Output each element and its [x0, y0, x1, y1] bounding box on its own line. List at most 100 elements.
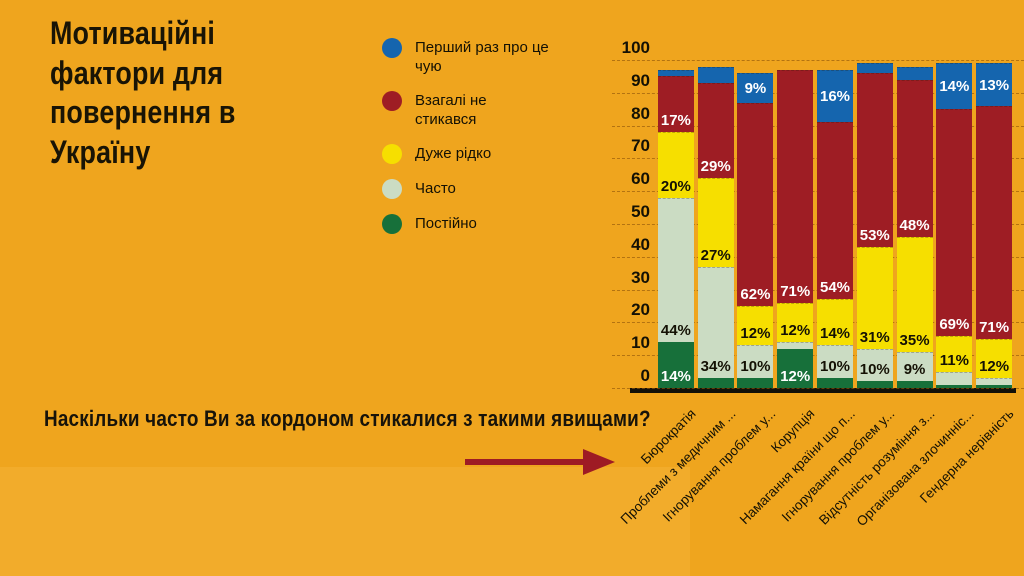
bar-segment — [976, 384, 1013, 388]
segment-value-label: 12% — [780, 322, 811, 340]
segment-value-label: 14% — [660, 367, 691, 385]
legend-label: Часто — [415, 180, 456, 197]
bar-segment — [936, 371, 973, 385]
bar-segment: 10% — [856, 348, 893, 382]
bar-segment: 13% — [976, 63, 1013, 106]
bar-6: 10% 31% 53% — [856, 63, 893, 388]
legend-label: Перший раз про це чую — [415, 39, 549, 75]
bar-segment: 12% — [737, 306, 774, 346]
page-title: Мотиваційні фактори для повернення в Укр… — [50, 15, 236, 171]
bar-segment — [856, 63, 893, 74]
bar-segment: 10% — [817, 345, 853, 379]
bar-segment — [697, 378, 734, 388]
legend-item: Перший раз про це чую — [382, 38, 550, 76]
legend-item: Постійно — [382, 214, 550, 234]
bar-segment: 10% — [737, 345, 774, 379]
segment-value-label: 62% — [740, 286, 771, 303]
segment-value-label: 69% — [939, 315, 970, 333]
segment-value-label: 9% — [903, 361, 926, 379]
right-arrow-icon — [465, 449, 615, 475]
bar-segment — [976, 378, 1013, 385]
segment-value-label: 14% — [819, 325, 851, 343]
bar-segment — [657, 69, 694, 77]
bar-segment — [737, 378, 774, 388]
segment-value-label: 53% — [859, 226, 890, 244]
bar-segment: 12% — [976, 338, 1013, 379]
y-tick-label: 100 — [621, 38, 650, 57]
bar-3: 10% 12% 62% 9% — [737, 73, 774, 388]
y-tick-label: 70 — [631, 136, 650, 156]
segment-value-label: 44% — [660, 322, 691, 340]
bar-segment: 29% — [697, 82, 734, 179]
bar-7: 9% 35% 48% — [896, 66, 933, 388]
footer-band — [0, 467, 690, 576]
y-tick-label: 10 — [631, 333, 650, 353]
segment-value-label: 34% — [700, 358, 731, 376]
segment-value-label: 10% — [819, 358, 851, 376]
bar-segment: 53% — [856, 73, 893, 247]
segment-value-label: 20% — [660, 177, 691, 195]
segment-value-label: 9% — [744, 79, 767, 97]
bar-segment: 71% — [777, 69, 814, 303]
bar-segment: 20% — [657, 132, 694, 198]
bar-segment — [856, 381, 893, 388]
bar-segment: 11% — [936, 335, 973, 372]
bar-2: 34% 27% 29% — [697, 66, 734, 388]
y-tick-label: 30 — [631, 267, 650, 287]
gridline — [612, 60, 1024, 61]
bar-segment: 12% — [777, 348, 814, 388]
gridline — [612, 388, 1024, 389]
y-tick-label: 40 — [631, 234, 650, 254]
bar-segment: 48% — [896, 79, 933, 238]
segment-value-label: 10% — [859, 361, 890, 379]
chart-question: Наскільки часто Ви за кордоном стикалися… — [44, 406, 651, 431]
legend-swatch-icon — [382, 91, 402, 111]
bar-segment: 9% — [737, 73, 774, 103]
bar-segment — [817, 378, 853, 388]
segment-value-label: 54% — [819, 279, 851, 297]
bar-segment: 9% — [896, 351, 933, 382]
segment-value-label: 14% — [939, 78, 970, 96]
legend-swatch-icon — [382, 38, 402, 58]
legend-label: Дуже рідко — [415, 145, 492, 162]
bar-segment: 14% — [657, 342, 694, 388]
segment-value-label: 13% — [979, 76, 1010, 94]
bar-segment: 12% — [777, 302, 814, 343]
segment-value-label: 27% — [700, 246, 731, 264]
x-axis-line — [630, 388, 1016, 393]
bar-5: 10% 14% 54% 16% — [817, 69, 853, 388]
legend-item: Дуже рідко — [382, 144, 550, 164]
chart-legend: Перший раз про це чую Взагалі не стикався… — [382, 38, 550, 234]
bar-segment: 44% — [657, 197, 694, 343]
legend-swatch-icon — [382, 179, 402, 199]
segment-value-label: 71% — [979, 318, 1010, 336]
segment-value-label: 29% — [700, 158, 731, 176]
bar-segment: 62% — [737, 102, 774, 306]
bar-segment: 31% — [856, 246, 893, 349]
legend-swatch-icon — [382, 144, 402, 164]
segment-value-label: 17% — [660, 112, 691, 130]
segment-value-label: 12% — [979, 358, 1010, 376]
segment-value-label: 12% — [740, 325, 771, 343]
segment-value-label: 35% — [899, 331, 930, 349]
legend-label: Взагалі не стикався — [415, 92, 487, 128]
segment-value-label: 10% — [740, 358, 771, 376]
bar-8: 11% 69% 14% — [936, 63, 973, 388]
bar-segment — [896, 381, 933, 388]
bar-segment: 54% — [817, 122, 853, 300]
y-tick-label: 0 — [640, 366, 650, 385]
bar-9: 12% 71% 13% — [976, 63, 1013, 388]
y-tick-label: 20 — [631, 300, 650, 320]
segment-value-label: 48% — [899, 217, 930, 235]
bar-segment: 16% — [817, 69, 853, 123]
y-tick-label: 60 — [631, 169, 650, 189]
segment-value-label: 16% — [819, 88, 851, 106]
legend-item: Взагалі не стикався — [382, 91, 550, 129]
bar-segment: 14% — [817, 299, 853, 346]
bar-segment: 34% — [697, 266, 734, 379]
y-tick-label: 50 — [631, 202, 650, 221]
legend-label: Постійно — [415, 215, 477, 232]
legend-swatch-icon — [382, 214, 402, 234]
bar-segment: 14% — [936, 63, 973, 110]
